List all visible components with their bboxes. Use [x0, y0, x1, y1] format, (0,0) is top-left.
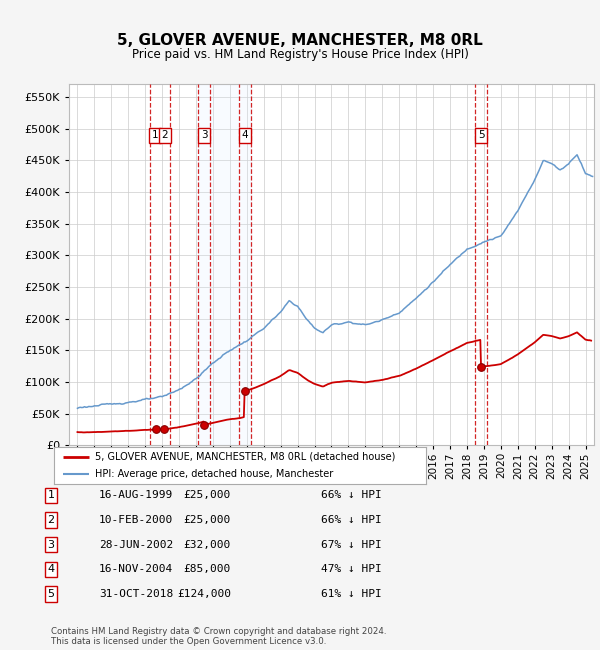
- Text: 2: 2: [161, 130, 168, 140]
- Text: 66% ↓ HPI: 66% ↓ HPI: [321, 490, 382, 501]
- Text: 67% ↓ HPI: 67% ↓ HPI: [321, 540, 382, 550]
- Text: This data is licensed under the Open Government Licence v3.0.: This data is licensed under the Open Gov…: [51, 637, 326, 646]
- Text: £32,000: £32,000: [184, 540, 231, 550]
- Text: £25,000: £25,000: [184, 490, 231, 501]
- Text: £124,000: £124,000: [177, 589, 231, 599]
- Text: 4: 4: [47, 564, 55, 575]
- Text: 61% ↓ HPI: 61% ↓ HPI: [321, 589, 382, 599]
- Text: 3: 3: [201, 130, 208, 140]
- Text: £85,000: £85,000: [184, 564, 231, 575]
- Text: 10-FEB-2000: 10-FEB-2000: [99, 515, 173, 525]
- Text: 66% ↓ HPI: 66% ↓ HPI: [321, 515, 382, 525]
- Text: 4: 4: [241, 130, 248, 140]
- Text: 31-OCT-2018: 31-OCT-2018: [99, 589, 173, 599]
- Text: 5: 5: [47, 589, 55, 599]
- Text: Price paid vs. HM Land Registry's House Price Index (HPI): Price paid vs. HM Land Registry's House …: [131, 48, 469, 61]
- Text: 47% ↓ HPI: 47% ↓ HPI: [321, 564, 382, 575]
- Text: 28-JUN-2002: 28-JUN-2002: [99, 540, 173, 550]
- Text: Contains HM Land Registry data © Crown copyright and database right 2024.: Contains HM Land Registry data © Crown c…: [51, 627, 386, 636]
- Text: 5, GLOVER AVENUE, MANCHESTER, M8 0RL: 5, GLOVER AVENUE, MANCHESTER, M8 0RL: [117, 32, 483, 48]
- Text: 2: 2: [47, 515, 55, 525]
- Text: 5: 5: [478, 130, 484, 140]
- Text: 16-AUG-1999: 16-AUG-1999: [99, 490, 173, 501]
- Text: 1: 1: [152, 130, 158, 140]
- Text: HPI: Average price, detached house, Manchester: HPI: Average price, detached house, Manc…: [95, 469, 333, 479]
- Text: 1: 1: [47, 490, 55, 501]
- Bar: [199, 84, 251, 445]
- Text: £25,000: £25,000: [184, 515, 231, 525]
- Text: 3: 3: [47, 540, 55, 550]
- Text: 16-NOV-2004: 16-NOV-2004: [99, 564, 173, 575]
- Text: 5, GLOVER AVENUE, MANCHESTER, M8 0RL (detached house): 5, GLOVER AVENUE, MANCHESTER, M8 0RL (de…: [95, 452, 395, 461]
